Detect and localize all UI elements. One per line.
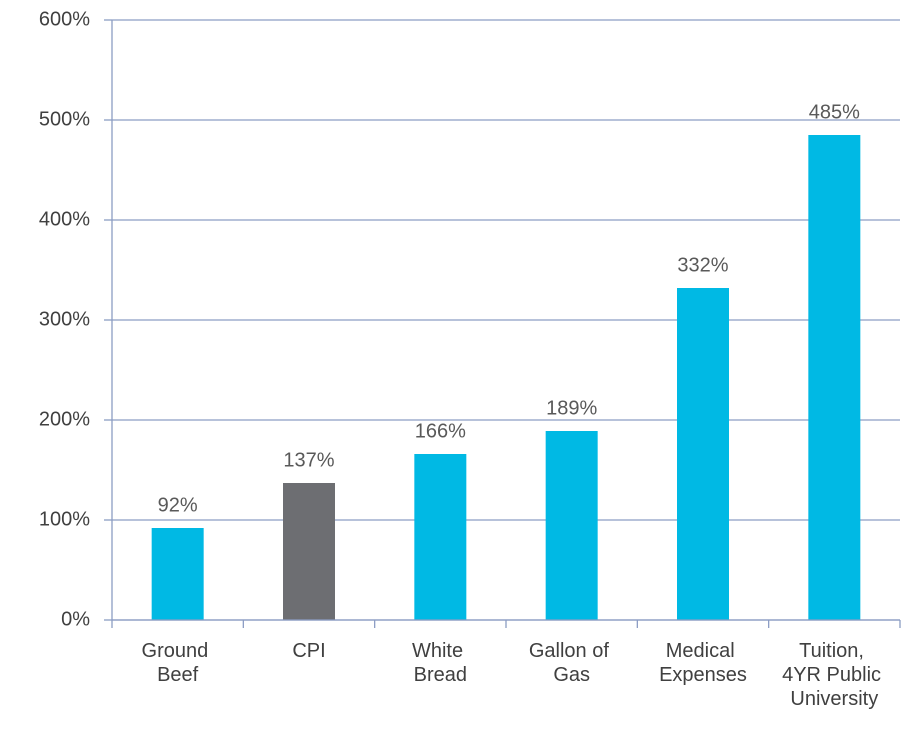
data-label: 189%: [546, 397, 597, 419]
bar: [677, 288, 729, 620]
x-tick-label: Medical Expenses: [659, 640, 747, 686]
x-tick-label: Gallon of Gas: [529, 640, 615, 686]
data-label: 332%: [677, 254, 728, 276]
y-tick-label: 100%: [39, 508, 90, 530]
y-tick-label: 200%: [39, 408, 90, 430]
x-tick-label: White Bread: [412, 640, 469, 686]
y-tick-label: 300%: [39, 308, 90, 330]
bar: [808, 135, 861, 620]
bar: [151, 528, 204, 620]
y-tick-label: 500%: [39, 108, 90, 130]
bar: [283, 483, 335, 620]
data-label: 166%: [415, 420, 466, 442]
x-tick-label: Ground Beef: [142, 640, 214, 686]
data-label: 92%: [158, 494, 198, 516]
y-tick-label: 400%: [39, 208, 90, 230]
data-label: 485%: [809, 101, 860, 123]
y-tick-label: 0%: [61, 608, 90, 630]
x-tick-label: Tuition, 4YR Public University: [782, 640, 887, 710]
data-label: 137%: [283, 449, 334, 471]
y-tick-label: 600%: [39, 8, 90, 30]
bar: [414, 454, 467, 620]
bar: [545, 431, 598, 620]
x-tick-label: CPI: [292, 640, 325, 662]
